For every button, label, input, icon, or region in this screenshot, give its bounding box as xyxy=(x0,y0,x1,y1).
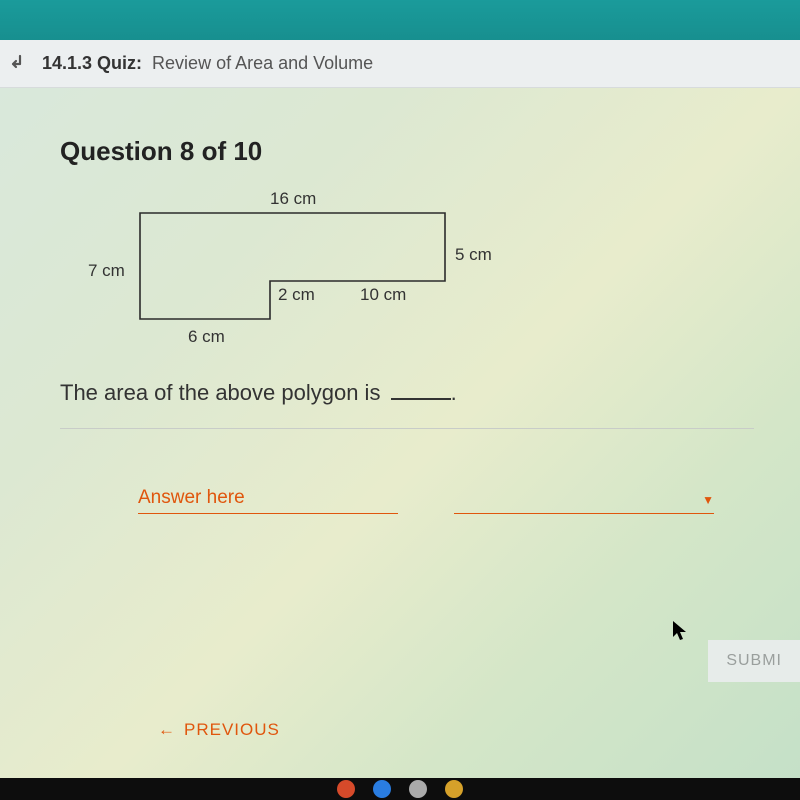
question-prompt: The area of the above polygon is . xyxy=(60,379,754,406)
previous-label: PREVIOUS xyxy=(184,720,280,740)
prompt-prefix: The area of the above polygon is xyxy=(60,380,387,405)
answer-row: ▼ xyxy=(60,485,754,514)
dim-left: 7 cm xyxy=(88,261,125,281)
browser-chrome-teal xyxy=(0,0,800,40)
dim-right: 5 cm xyxy=(455,245,492,265)
dim-top: 16 cm xyxy=(270,189,316,209)
divider xyxy=(60,428,754,429)
dim-notch-left: 2 cm xyxy=(278,285,315,305)
caret-down-icon: ▼ xyxy=(702,493,714,507)
quiz-title: Review of Area and Volume xyxy=(152,53,373,74)
back-arrow-icon[interactable] xyxy=(8,52,32,76)
quiz-title-bar: 14.1.3 Quiz: Review of Area and Volume xyxy=(0,40,800,88)
taskbar xyxy=(0,778,800,800)
polygon-shape xyxy=(70,189,490,349)
dim-notch-bottom: 10 cm xyxy=(360,285,406,305)
answer-input[interactable] xyxy=(138,485,398,514)
prompt-blank xyxy=(391,379,451,400)
previous-button[interactable]: ← PREVIOUS xyxy=(158,720,280,740)
taskbar-icon[interactable] xyxy=(445,780,463,798)
taskbar-icon[interactable] xyxy=(409,780,427,798)
arrow-left-icon: ← xyxy=(158,720,176,740)
polygon-figure: 16 cm 5 cm 10 cm 2 cm 6 cm 7 cm xyxy=(70,189,490,359)
question-heading: Question 8 of 10 xyxy=(60,136,754,167)
submit-button[interactable]: SUBMI xyxy=(708,640,800,682)
dim-bottom: 6 cm xyxy=(188,327,225,347)
taskbar-icon[interactable] xyxy=(337,780,355,798)
prompt-suffix: . xyxy=(451,380,457,405)
question-content: Question 8 of 10 16 cm 5 cm 10 cm 2 cm 6… xyxy=(0,88,800,514)
quiz-code: 14.1.3 Quiz: xyxy=(42,53,142,74)
cursor-icon xyxy=(672,620,690,647)
taskbar-icon[interactable] xyxy=(373,780,391,798)
unit-select[interactable]: ▼ xyxy=(454,488,714,514)
